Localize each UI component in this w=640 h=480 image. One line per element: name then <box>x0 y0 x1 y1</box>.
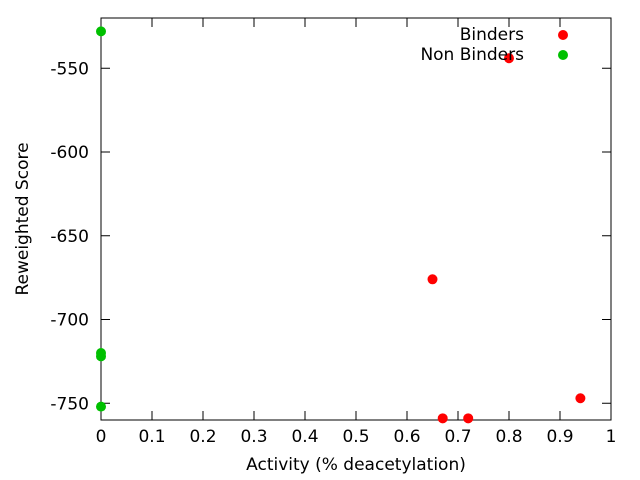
y-tick-label: -650 <box>50 227 89 247</box>
y-tick-label: -700 <box>50 311 89 331</box>
data-point-non-binders <box>96 351 106 362</box>
x-tick-label: 0.6 <box>393 427 420 447</box>
data-point-binders <box>504 53 514 64</box>
data-point-binders <box>437 413 448 424</box>
y-tick-label: -600 <box>50 143 89 163</box>
x-tick-label: 0.7 <box>444 427 471 447</box>
data-point-binders <box>575 393 586 404</box>
y-tick-label: -750 <box>50 394 89 414</box>
x-tick-label: 0.8 <box>495 427 522 447</box>
x-tick-label: 0.1 <box>138 427 165 447</box>
data-point-binders <box>463 413 474 424</box>
data-point-non-binders <box>96 26 106 37</box>
x-tick-label: 0 <box>96 427 107 447</box>
legend-label: Binders <box>460 25 524 45</box>
x-tick-label: 0.5 <box>342 427 369 447</box>
x-axis-ticks: 0 0.1 0.2 0.3 0.4 0.5 0.6 0.7 0.8 0.9 1 <box>96 18 617 447</box>
legend-marker <box>558 30 568 40</box>
data-point-non-binders <box>96 401 106 412</box>
x-tick-label: 0.9 <box>546 427 573 447</box>
x-tick-label: 0.4 <box>291 427 318 447</box>
y-tick-label: -550 <box>50 59 89 79</box>
plot-border <box>100 17 612 421</box>
x-tick-label: 1 <box>606 427 617 447</box>
plot-frame <box>100 17 612 421</box>
legend-marker <box>558 50 568 60</box>
x-axis-title: Activity (% deacetylation) <box>246 455 466 475</box>
legend-label: Non Binders <box>420 45 524 65</box>
x-tick-label: 0.3 <box>240 427 267 447</box>
data-points <box>96 26 586 424</box>
y-axis-ticks: -750 -700 -650 -600 -550 <box>50 59 611 414</box>
x-tick-label: 0.2 <box>189 427 216 447</box>
y-axis-title: Reweighted Score <box>13 142 33 295</box>
data-point-binders <box>427 274 438 285</box>
